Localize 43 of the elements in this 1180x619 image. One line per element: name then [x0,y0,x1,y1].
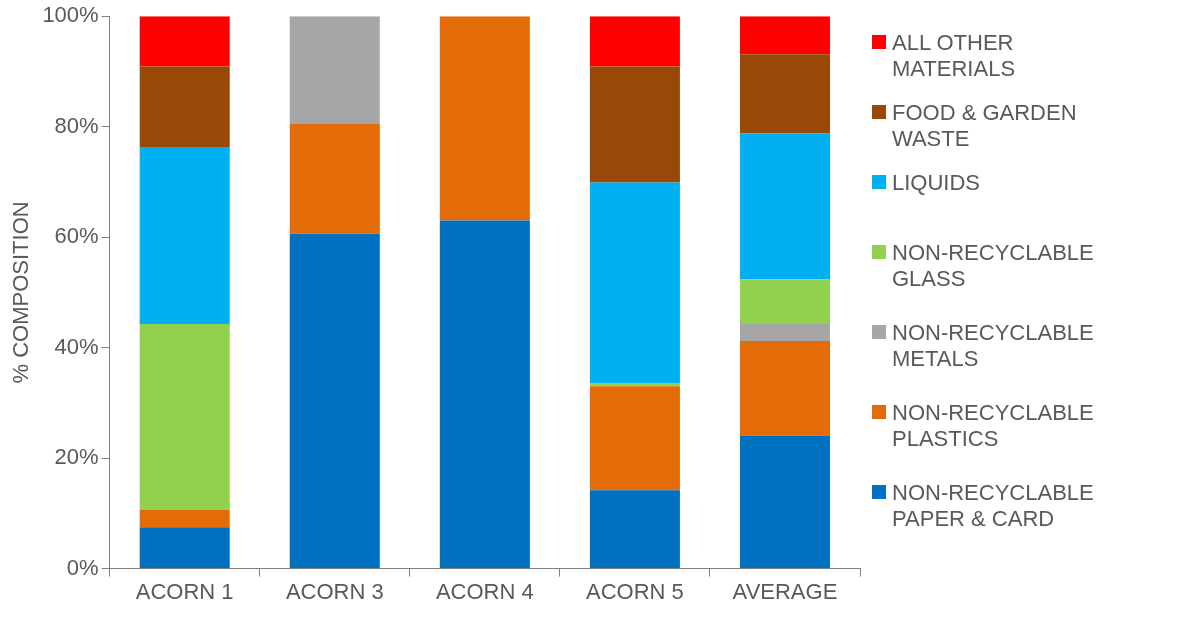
bar [739,323,830,342]
bar [139,323,230,511]
x-tick-label: ACORN 5 [586,578,684,604]
bar [589,66,680,183]
bar [139,66,230,148]
bar [739,133,830,280]
legend-label: NON-RECYCLABLE PAPER & CARD [892,480,1095,532]
bar [739,16,830,55]
x-tick-label: ACORN 1 [135,578,234,604]
y-tick-label: 40% [54,333,99,359]
bar [589,182,680,383]
bar [589,16,680,67]
legend-label: FOOD & GARDEN WASTE [892,100,1078,152]
bar [589,382,680,387]
bar [589,490,680,569]
bar [289,16,380,124]
y-tick-label: 80% [54,112,99,138]
bar [739,279,830,324]
bar [739,341,830,436]
bar [589,386,680,491]
bar [139,16,230,67]
x-tick-label: ACORN 4 [435,578,534,604]
legend-label: NON-RECYCLABLE GLASS [892,240,1095,292]
y-tick-label: 0% [66,554,99,580]
legend-label: NON-RECYCLABLE PLASTICS [892,400,1095,452]
bar [739,54,830,134]
legend-label: ALL OTHER MATERIALS [892,30,1017,82]
y-tick-label: 20% [54,444,99,470]
bar [139,527,230,569]
bar [439,16,530,221]
bar [289,123,380,234]
bar [439,220,530,569]
bar [289,233,380,569]
legend-label: NON-RECYCLABLE METALS [892,320,1095,372]
legend-label: LIQUIDS [892,170,982,196]
y-tick-label: 100% [42,2,99,28]
bar [139,510,230,528]
x-tick-label: AVERAGE [732,578,838,604]
x-tick-label: ACORN 3 [285,578,384,604]
bar [739,435,830,569]
bar [139,147,230,324]
y-axis-title: % COMPOSITION [8,201,34,384]
y-tick-label: 60% [54,223,99,249]
